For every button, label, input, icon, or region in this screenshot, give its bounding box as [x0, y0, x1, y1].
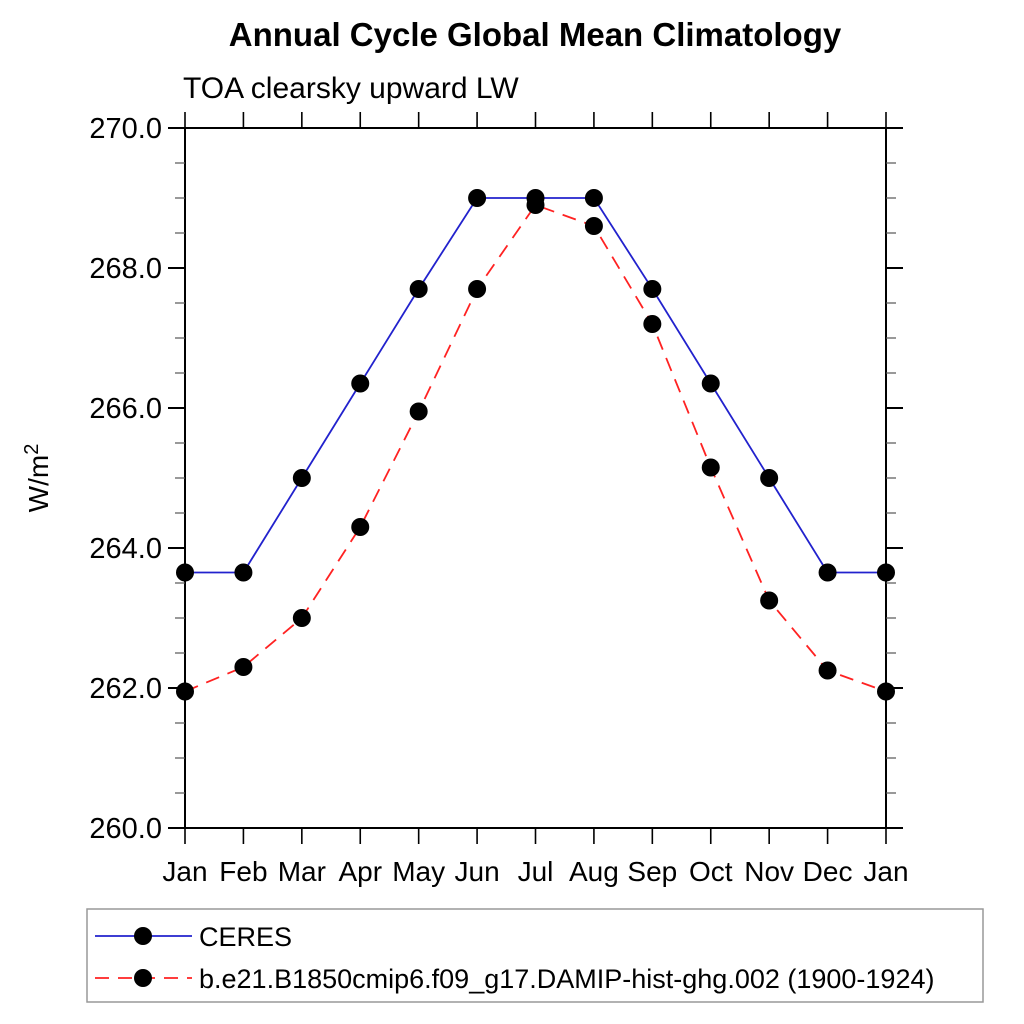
x-tick-label: Jul — [518, 856, 554, 887]
x-tick-label: Dec — [803, 856, 853, 887]
series-1-marker — [760, 591, 779, 610]
series-line-0 — [185, 197, 886, 574]
x-tick-label: Nov — [744, 856, 794, 887]
series-0-marker — [643, 280, 662, 298]
y-tick-label: 260.0 — [89, 813, 162, 845]
series-1-marker — [292, 609, 311, 627]
series-1-marker — [643, 315, 662, 333]
x-tick-label: Aug — [569, 856, 619, 887]
series-1-marker — [584, 217, 603, 235]
series-1-marker — [877, 682, 895, 701]
y-tick-label: 264.0 — [89, 533, 162, 565]
x-tick-label: Jun — [455, 856, 500, 887]
series-0-marker — [409, 280, 428, 298]
legend: CERES b.e21.B1850cmip6.f09_g17.DAMIP-hist… — [86, 908, 984, 1003]
x-tick-label: Jan — [162, 856, 207, 887]
y-axis-label: W/m2 — [21, 444, 54, 513]
legend-marker-0 — [134, 927, 152, 945]
series-1-marker — [818, 661, 837, 680]
x-tick-label: Mar — [278, 856, 326, 887]
x-tick-label: Feb — [219, 856, 267, 887]
series-1-marker — [176, 682, 194, 701]
series-0-marker — [234, 563, 253, 582]
y-tick-label: 268.0 — [89, 253, 162, 285]
legend-label-0: CERES — [199, 922, 292, 952]
series-0-marker — [351, 374, 370, 393]
legend-box — [86, 908, 984, 1003]
series-0-marker — [701, 374, 720, 393]
series-0-marker — [818, 563, 837, 582]
series-1-marker — [701, 458, 720, 477]
series-1-marker — [526, 196, 545, 214]
y-tick-label: 266.0 — [89, 393, 162, 425]
y-tick-label: 262.0 — [89, 673, 162, 705]
series-1-marker — [234, 658, 253, 676]
series-0-marker — [584, 189, 603, 207]
x-tick-label: Apr — [338, 856, 382, 887]
plot-area: Jan Feb Mar Apr May Jun Jul Aug Sep Oct Nov Dec Jan2… — [89, 112, 909, 887]
axis-box — [184, 127, 887, 829]
series-0-marker — [877, 563, 895, 582]
legend-marker-1 — [134, 969, 152, 987]
y-tick-label: 270.0 — [89, 113, 162, 145]
series-line-1 — [184, 203, 887, 693]
x-tick-label: Sep — [627, 856, 677, 887]
x-tick-label: Oct — [689, 856, 733, 887]
chart-title: Annual Cycle Global Mean Climatology — [229, 16, 842, 53]
series-1-marker — [409, 402, 428, 421]
x-tick-label: May — [392, 856, 445, 887]
x-tick-label: Jan — [863, 856, 908, 887]
series-0-marker — [176, 563, 194, 582]
series-0-marker — [468, 189, 487, 207]
series-1-marker — [468, 280, 487, 298]
chart-subtitle: TOA clearsky upward LW — [183, 72, 519, 105]
legend-label-1: b.e21.B1850cmip6.f09_g17.DAMIP-hist-ghg.… — [199, 964, 934, 994]
series-0-marker — [292, 469, 311, 487]
y-axis-label-superscript: 2 — [21, 444, 43, 455]
series-0-marker — [760, 469, 779, 487]
series-1-marker — [351, 518, 370, 536]
